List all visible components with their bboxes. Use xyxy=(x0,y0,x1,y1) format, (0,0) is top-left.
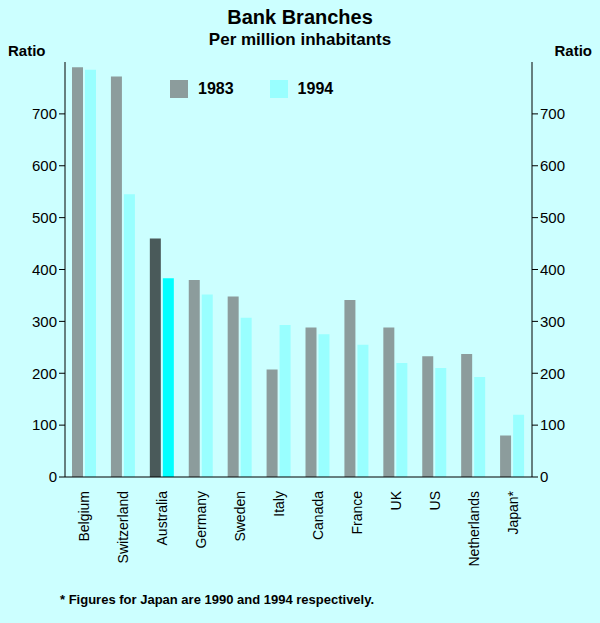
svg-text:Netherlands: Netherlands xyxy=(466,491,482,567)
svg-text:France: France xyxy=(349,491,365,535)
svg-text:US: US xyxy=(427,491,443,510)
svg-text:UK: UK xyxy=(388,490,404,510)
svg-text:0: 0 xyxy=(540,468,548,485)
svg-text:500: 500 xyxy=(32,209,57,226)
html-text:1983: 1983 xyxy=(198,80,234,97)
html-text:Ratio: Ratio xyxy=(554,42,592,59)
svg-text:Belgium: Belgium xyxy=(76,491,92,542)
svg-text:600: 600 xyxy=(32,157,57,174)
html-text:* Figures for Japan are 1990 a: * Figures for Japan are 1990 and 1994 re… xyxy=(60,592,375,607)
svg-text:400: 400 xyxy=(32,261,57,278)
svg-text:100: 100 xyxy=(32,416,57,433)
svg-text:300: 300 xyxy=(32,313,57,330)
svg-text:200: 200 xyxy=(32,365,57,382)
svg-text:300: 300 xyxy=(540,313,565,330)
html-text:Per million inhabitants: Per million inhabitants xyxy=(208,30,392,49)
html-text:Bank Branches: Bank Branches xyxy=(227,6,373,28)
svg-text:400: 400 xyxy=(540,261,565,278)
svg-text:Sweden: Sweden xyxy=(232,491,248,542)
svg-text:Germany: Germany xyxy=(193,491,209,549)
svg-text:100: 100 xyxy=(540,416,565,433)
html-text:Ratio: Ratio xyxy=(8,42,46,59)
svg-text:Japan*: Japan* xyxy=(505,490,521,534)
svg-text:Italy: Italy xyxy=(271,491,287,517)
svg-text:Australia: Australia xyxy=(154,491,170,546)
svg-text:700: 700 xyxy=(540,105,565,122)
svg-text:700: 700 xyxy=(32,105,57,122)
svg-text:600: 600 xyxy=(540,157,565,174)
svg-text:200: 200 xyxy=(540,365,565,382)
svg-text:0: 0 xyxy=(49,468,57,485)
html-text:1994: 1994 xyxy=(297,80,334,97)
svg-text:500: 500 xyxy=(540,209,565,226)
svg-text:Canada: Canada xyxy=(310,491,326,540)
svg-text:Switzerland: Switzerland xyxy=(115,491,131,563)
